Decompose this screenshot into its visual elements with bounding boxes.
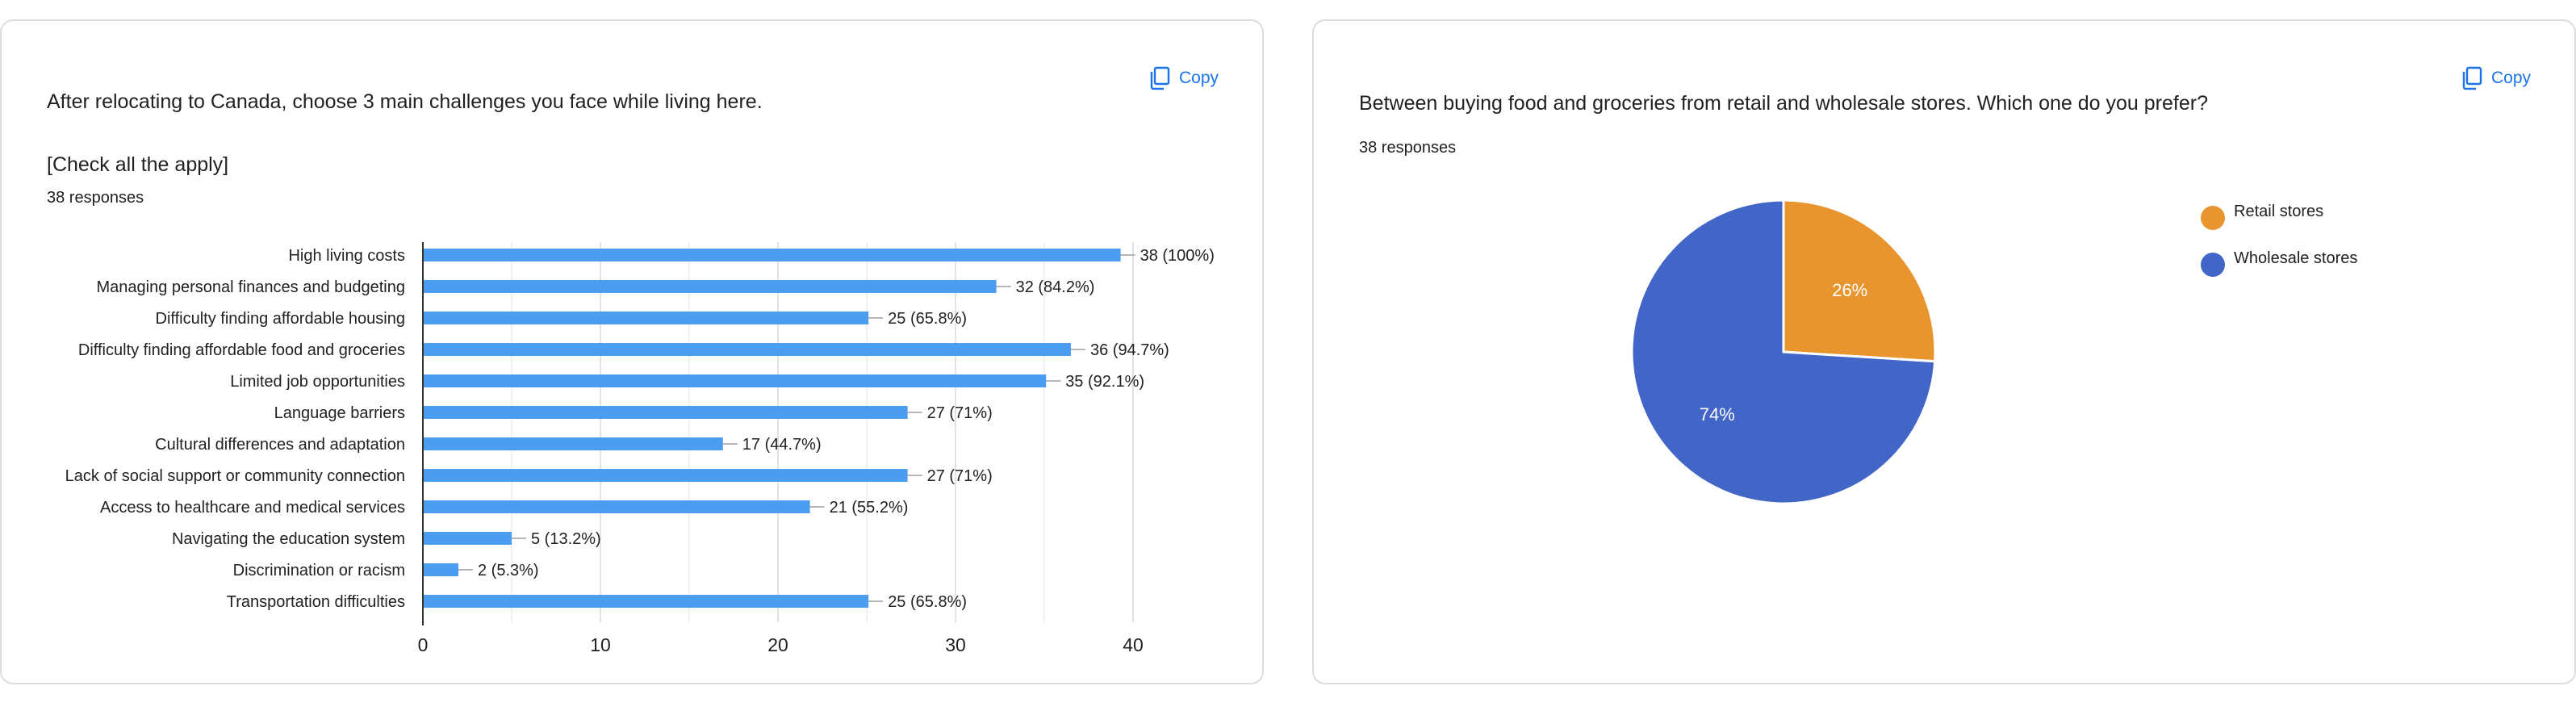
bar [423,406,908,419]
category-label: Difficulty finding affordable housing [156,310,405,328]
legend-label: Retail stores [2234,203,2323,220]
slice-label: 74% [1700,404,1735,425]
category-label: High living costs [288,247,405,265]
data-label: 27 (71%) [927,404,993,422]
x-tick-label: 20 [767,634,788,655]
bar [423,469,908,482]
bar [423,280,997,293]
copy-label: Copy [2490,69,2531,87]
question-card-store-preference: Between buying food and groceries from r… [1312,19,2576,684]
category-label: Access to healthcare and medical service… [100,499,405,517]
slice-label: 26% [1832,280,1867,300]
x-tick-label: 30 [945,634,966,655]
bar [423,343,1071,356]
category-label: Transportation difficulties [227,593,405,611]
category-label: Lack of social support or community conn… [65,467,405,485]
x-tick-label: 40 [1123,634,1144,655]
category-label: Cultural differences and adaptation [155,436,405,454]
legend-swatch [2201,206,2225,230]
question-card-challenges: After relocating to Canada, choose 3 mai… [0,19,1264,684]
category-label: Discrimination or racism [233,562,405,579]
bar [423,595,869,608]
copy-chart-button[interactable]: Copy [1148,66,1219,90]
bar [423,312,869,324]
x-tick-label: 0 [418,634,429,655]
data-label: 21 (55.2%) [830,499,909,517]
data-label: 25 (65.8%) [888,593,967,611]
data-label: 27 (71%) [927,467,993,485]
category-label: Navigating the education system [172,530,405,548]
bar [423,249,1121,261]
pie-slice [1782,199,1937,363]
response-count: 38 responses [47,189,144,207]
pie-slice [1630,199,1937,505]
copy-chart-button[interactable]: Copy [2461,66,2531,90]
response-count: 38 responses [1359,139,1457,157]
category-label: Limited job opportunities [230,373,405,391]
category-label: Language barriers [274,404,405,422]
bar [423,374,1047,387]
bar-chart: High living costs 38 (100%) Managing perso… [65,242,1215,655]
question-title: Between buying food and groceries from r… [1359,92,2208,115]
data-label: 38 (100%) [1140,247,1215,265]
data-label: 36 (94.7%) [1090,341,1169,359]
data-label: 2 (5.3%) [478,562,539,579]
copy-label: Copy [1178,69,1219,87]
question-title: After relocating to Canada, choose 3 mai… [47,90,763,113]
bar [423,532,512,545]
bar [423,563,458,576]
data-label: 5 (13.2%) [531,530,601,548]
data-label: 25 (65.8%) [888,310,967,328]
legend-swatch [2201,253,2225,277]
bar [423,500,810,513]
data-label: 35 (92.1%) [1065,373,1144,391]
pie-chart: 26% 74% Retail stores Wholesale stores [1630,199,2357,505]
category-label: Difficulty finding affordable food and g… [78,341,405,359]
data-label: 32 (84.2%) [1016,278,1095,296]
category-label: Managing personal finances and budgeting [96,278,405,296]
data-label: 17 (44.7%) [742,436,822,454]
copy-icon [1150,66,1170,90]
legend-label: Wholesale stores [2234,249,2357,267]
x-tick-label: 10 [590,634,611,655]
question-subtitle: [Check all the apply] [47,153,229,176]
bar [423,437,723,450]
copy-icon [2462,66,2482,90]
